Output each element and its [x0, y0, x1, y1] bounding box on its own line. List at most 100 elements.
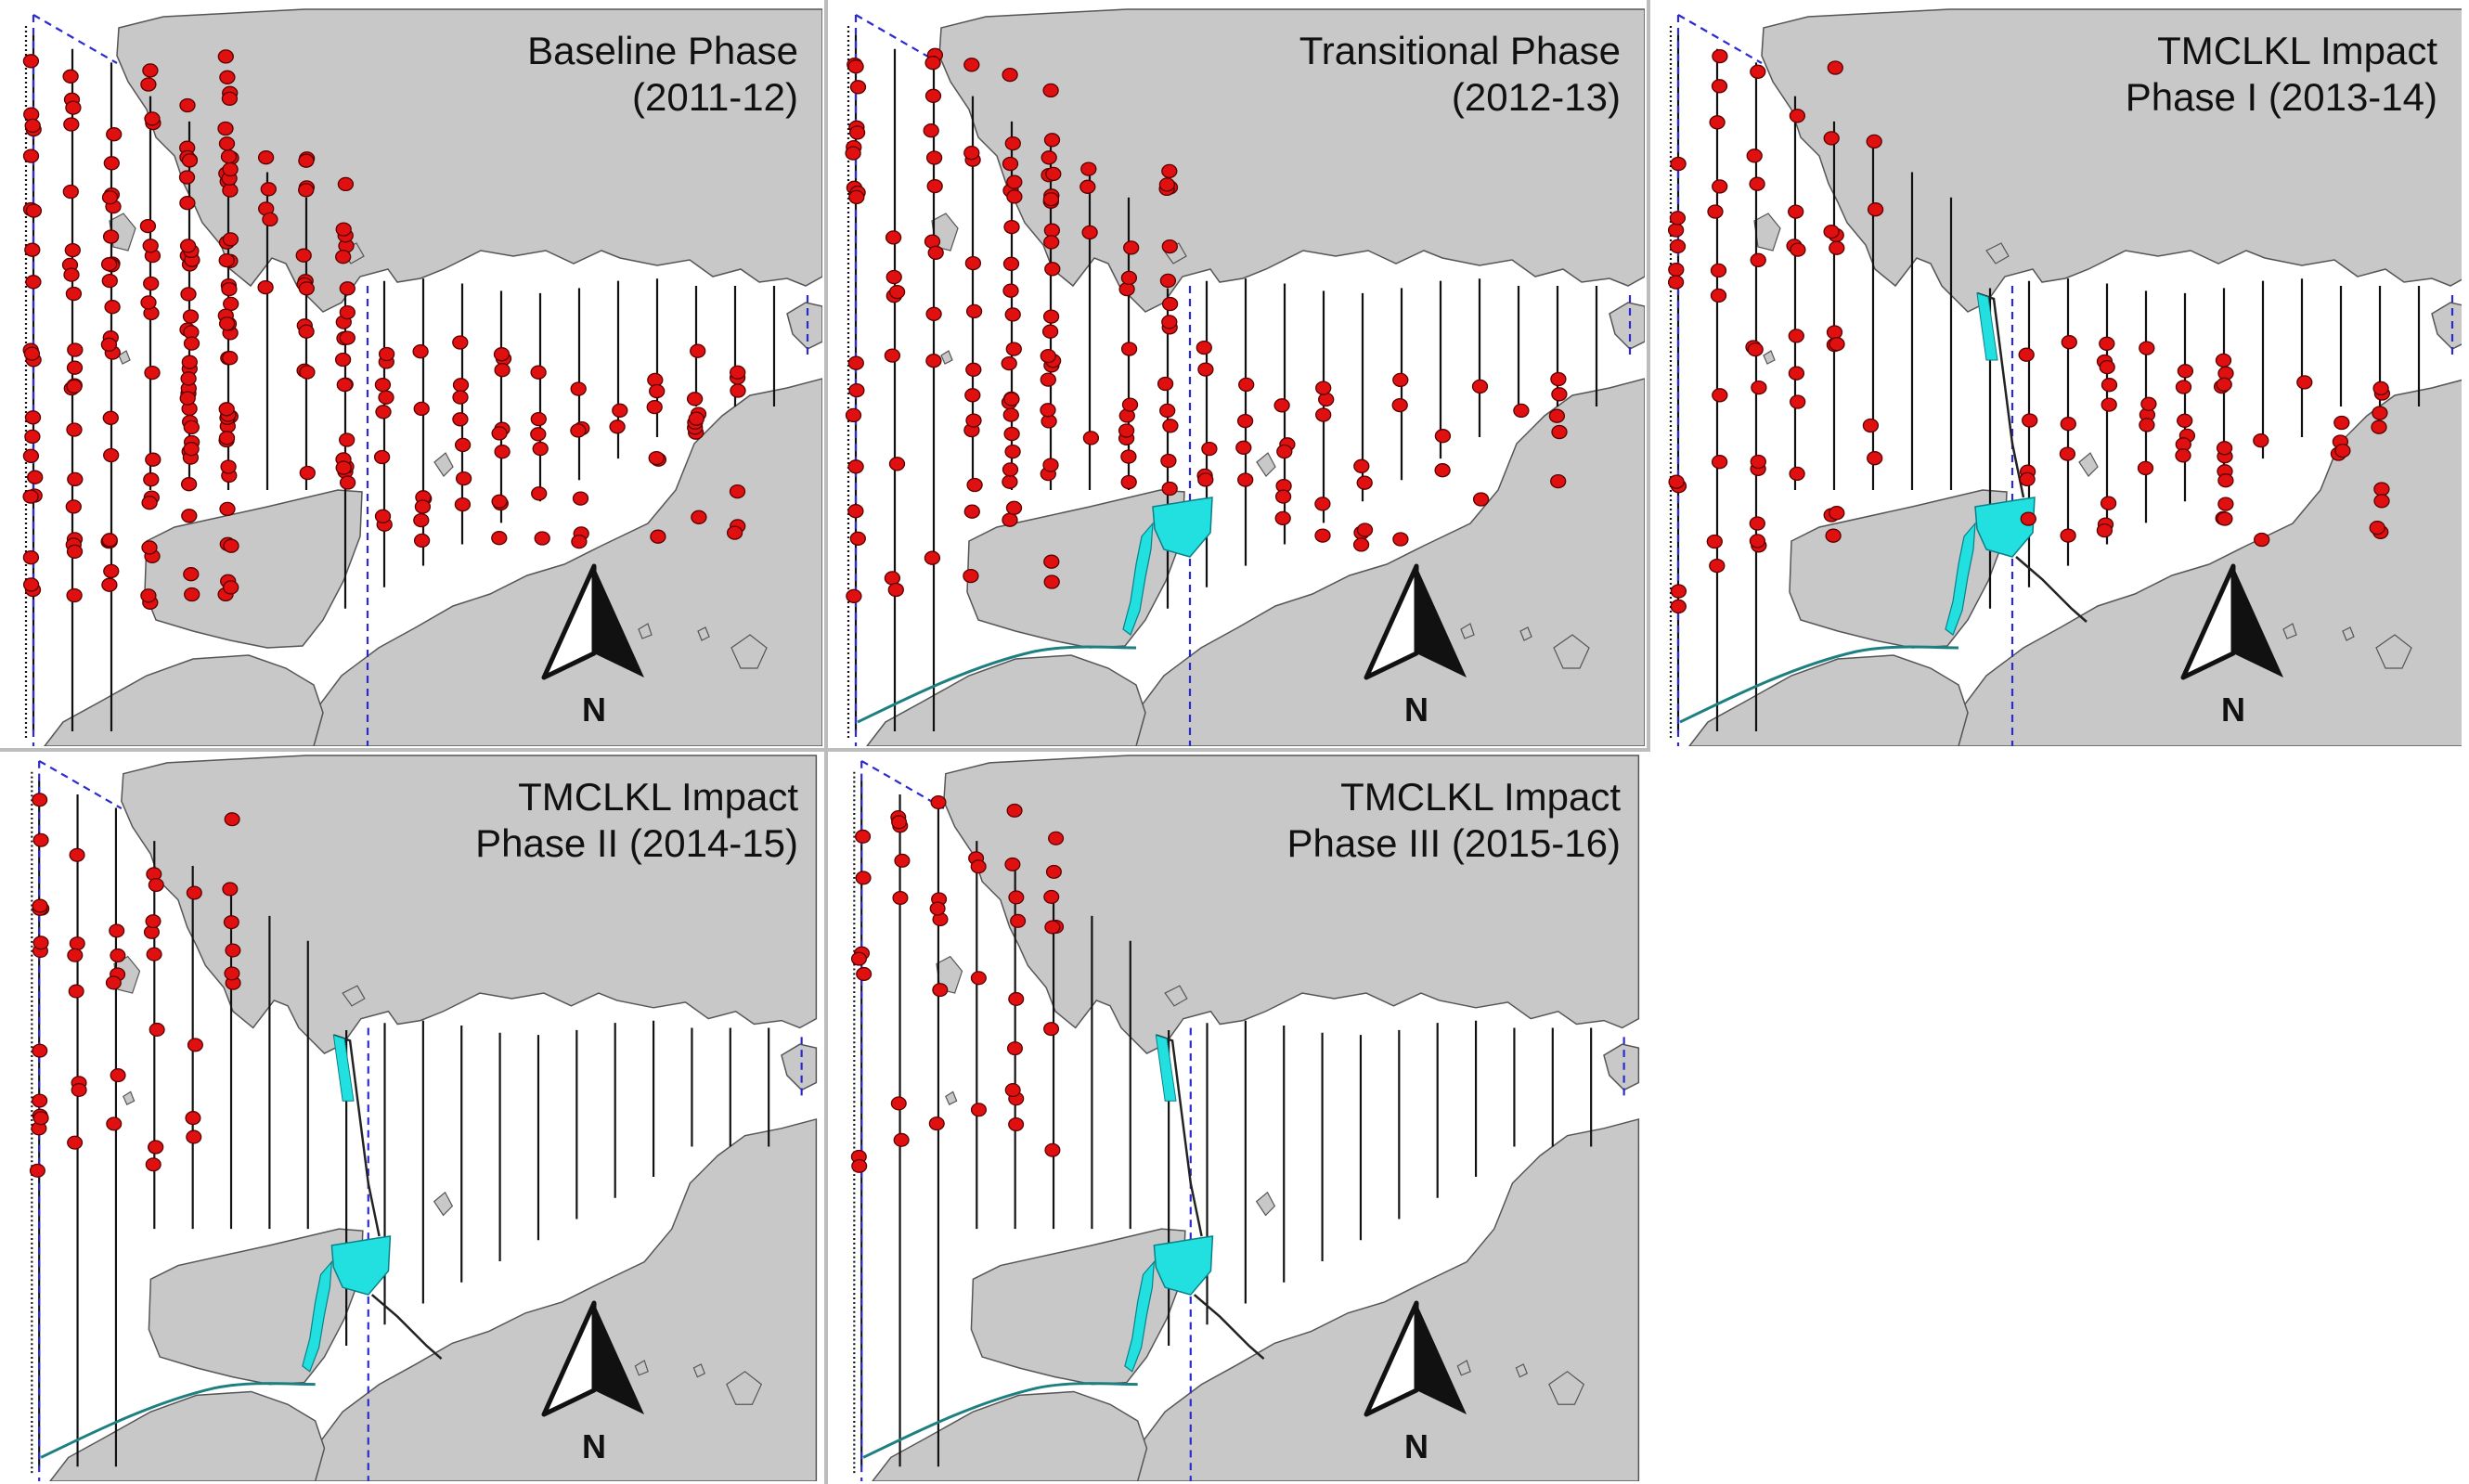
north-arrow-icon [541, 1300, 644, 1417]
map-impact-phase-3 [835, 754, 1640, 1481]
sighting-point [1315, 381, 1332, 395]
sighting-point [966, 477, 983, 493]
sighting-point [1044, 1142, 1061, 1157]
sighting-point [339, 304, 355, 320]
sighting-point [1002, 156, 1019, 172]
sighting-point [1750, 454, 1766, 470]
sighting-point [32, 1111, 49, 1126]
sighting-point [257, 150, 275, 165]
land-mass [1609, 302, 1645, 350]
sighting-points [29, 793, 241, 1178]
land-mass [1688, 654, 1969, 746]
sighting-point [66, 587, 83, 603]
sighting-point [1706, 534, 1723, 549]
sighting-point [145, 1157, 162, 1172]
sighting-point [299, 365, 316, 380]
sighting-point [1161, 163, 1178, 179]
alignment-marker [332, 1034, 355, 1102]
sighting-point [928, 1116, 945, 1131]
sighting-point [179, 196, 196, 211]
sighting-point [531, 486, 548, 501]
sighting-point [1158, 177, 1176, 192]
sighting-point [2059, 446, 2076, 461]
sighting-point [103, 447, 120, 463]
sighting-point [2175, 380, 2192, 394]
sighting-point [2060, 417, 2076, 432]
sighting-point [2217, 473, 2234, 488]
sighting-point [180, 371, 197, 386]
sighting-point [1040, 403, 1056, 418]
sighting-point [1789, 466, 1805, 482]
boundary-line [860, 759, 945, 810]
sighting-point [1550, 473, 1567, 489]
north-arrow-icon [541, 563, 644, 680]
sighting-point [2253, 433, 2269, 448]
islet [118, 350, 131, 365]
north-arrow: N [1351, 562, 1481, 729]
sighting-point [855, 871, 872, 885]
panel-title-line-1: Baseline Phase [527, 29, 798, 72]
north-arrow: N [2168, 562, 2298, 729]
sighting-point [885, 269, 902, 285]
sighting-point [144, 365, 161, 381]
sighting-point [1551, 424, 1568, 440]
sighting-point [62, 184, 79, 200]
sighting-point [181, 509, 198, 523]
sighting-point [179, 391, 196, 406]
sighting-point [224, 966, 240, 981]
islet [2282, 623, 2297, 639]
sighting-point [1123, 240, 1140, 255]
sighting-point [412, 344, 429, 359]
sighting-point [888, 284, 906, 300]
sighting-point [965, 362, 982, 377]
sighting-point [1790, 394, 1806, 409]
sighting-point [1712, 388, 1728, 403]
sighting-point [334, 352, 352, 368]
sighting-point [849, 531, 866, 546]
sighting-points [1667, 48, 2391, 614]
sighting-point [1008, 991, 1025, 1006]
sighting-point [452, 390, 469, 405]
sighting-point [1356, 523, 1374, 537]
sighting-point [1712, 179, 1728, 194]
sighting-point [217, 121, 234, 136]
sighting-point [217, 49, 234, 64]
sighting-point [66, 422, 83, 437]
sighting-point [1356, 475, 1373, 490]
boundary-line [32, 14, 118, 64]
sighting-point [1392, 532, 1409, 547]
sighting-point [893, 1132, 910, 1147]
sighting-point [847, 59, 864, 74]
sighting-point [1004, 135, 1021, 151]
sighting-point [964, 255, 982, 271]
islet [1456, 1360, 1471, 1376]
islet [2342, 626, 2355, 641]
sighting-point [144, 111, 161, 126]
land-mass [49, 1390, 326, 1481]
sighting-point [1040, 348, 1056, 364]
sighting-point [378, 390, 394, 405]
sighting-point [1551, 387, 1568, 402]
sighting-point [2139, 418, 2155, 432]
sighting-point [650, 529, 666, 544]
sighting-point [845, 407, 862, 423]
sighting-point [1862, 418, 1880, 433]
sighting-point [1867, 202, 1884, 217]
sighting-point [101, 273, 118, 289]
sighting-point [888, 457, 906, 471]
reclamation-area [1152, 497, 1213, 558]
sighting-point [1867, 451, 1883, 466]
sighting-point [1006, 174, 1023, 189]
divider-horizontal [0, 748, 1650, 752]
sighting-point [847, 504, 864, 519]
sighting-points [845, 47, 1568, 603]
sighting-point [1161, 239, 1178, 254]
sighting-point [1235, 440, 1252, 455]
sighting-point [299, 465, 316, 481]
sighting-points [22, 49, 746, 610]
sighting-point [298, 183, 315, 198]
sighting-point [532, 441, 549, 457]
sighting-point [1472, 492, 1490, 507]
panel-impact-phase-2: TMCLKL Impact Phase II (2014-15) N [7, 754, 822, 1481]
sighting-point [1352, 537, 1370, 552]
